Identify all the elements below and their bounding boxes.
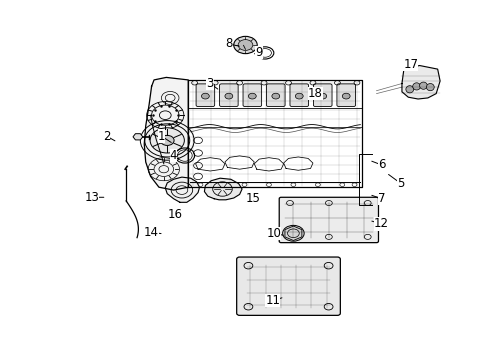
Polygon shape: [401, 66, 439, 99]
Polygon shape: [144, 77, 188, 190]
Ellipse shape: [405, 86, 413, 93]
Polygon shape: [204, 178, 242, 200]
Text: 18: 18: [307, 87, 322, 100]
FancyBboxPatch shape: [236, 257, 340, 315]
Text: 9: 9: [255, 46, 263, 59]
Text: 17: 17: [403, 58, 417, 71]
Ellipse shape: [419, 82, 427, 89]
Circle shape: [248, 93, 256, 99]
Text: 5: 5: [396, 177, 404, 190]
FancyBboxPatch shape: [336, 84, 355, 107]
Circle shape: [233, 36, 257, 54]
Text: 11: 11: [265, 294, 280, 307]
Text: 6: 6: [377, 158, 385, 171]
Circle shape: [201, 93, 209, 99]
FancyBboxPatch shape: [219, 84, 238, 107]
Text: 16: 16: [167, 208, 182, 221]
Circle shape: [295, 93, 303, 99]
FancyBboxPatch shape: [289, 84, 308, 107]
Text: 15: 15: [245, 192, 260, 205]
Circle shape: [271, 93, 279, 99]
Circle shape: [224, 93, 232, 99]
Circle shape: [342, 93, 349, 99]
Text: 2: 2: [102, 130, 110, 143]
Text: 1: 1: [157, 130, 165, 143]
Circle shape: [150, 128, 184, 153]
Text: 7: 7: [377, 192, 385, 205]
Circle shape: [160, 135, 174, 145]
Text: 12: 12: [373, 217, 388, 230]
Polygon shape: [133, 134, 142, 140]
Text: 13: 13: [84, 191, 99, 204]
FancyBboxPatch shape: [266, 84, 285, 107]
Text: 8: 8: [224, 37, 232, 50]
FancyBboxPatch shape: [313, 84, 331, 107]
Circle shape: [282, 225, 304, 241]
Text: 14: 14: [144, 226, 159, 239]
Circle shape: [238, 40, 252, 50]
FancyBboxPatch shape: [243, 84, 261, 107]
FancyBboxPatch shape: [196, 84, 214, 107]
Text: 3: 3: [206, 77, 214, 90]
Circle shape: [318, 93, 326, 99]
Text: 10: 10: [266, 227, 281, 240]
Ellipse shape: [426, 84, 433, 91]
Text: 4: 4: [169, 149, 177, 162]
Polygon shape: [165, 177, 199, 202]
FancyBboxPatch shape: [279, 197, 378, 243]
Ellipse shape: [412, 83, 420, 90]
